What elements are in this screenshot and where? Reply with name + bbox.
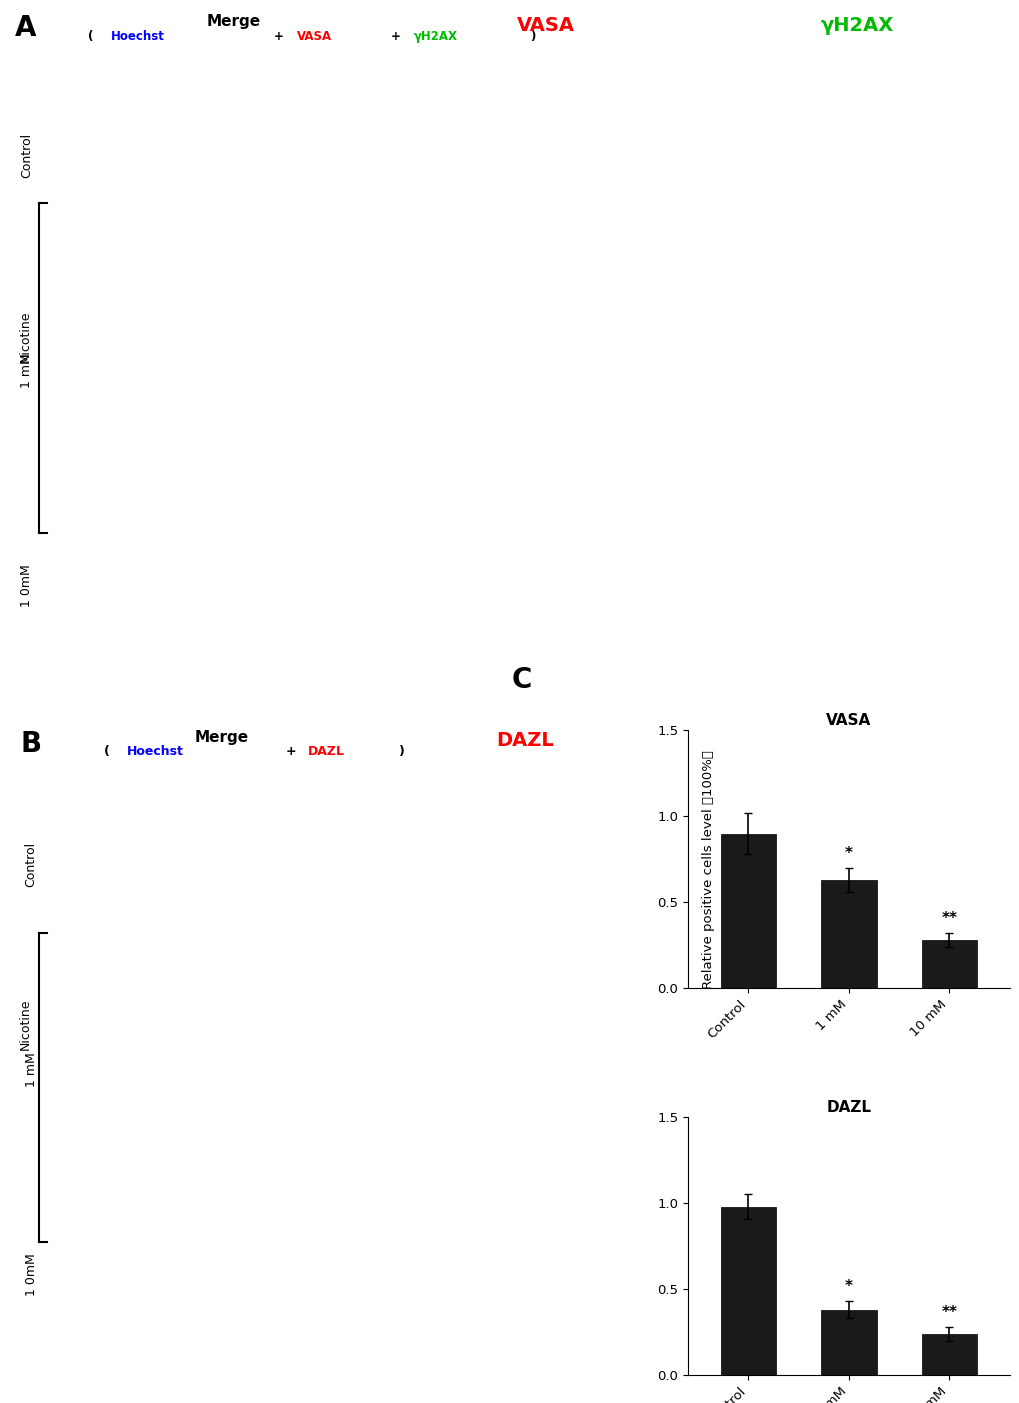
Text: ): ) [530,29,535,42]
Text: Nicotine: Nicotine [19,999,32,1049]
Bar [720,1207,775,1375]
Text: 50 μm: 50 μm [263,1141,289,1150]
Text: +: + [390,29,399,42]
Text: Merge: Merge [195,731,249,745]
Bar [921,1334,976,1375]
Text: VASA: VASA [517,15,574,35]
Text: +: + [285,745,296,758]
Bar [820,1309,875,1375]
Text: DAZL: DAZL [495,731,553,751]
Text: **: ** [941,1305,957,1320]
Text: Control: Control [24,842,38,888]
Text: VASA: VASA [297,29,332,42]
Text: 50 μm: 50 μm [288,446,315,455]
Text: Hoechst: Hoechst [111,29,165,42]
Text: 50 μm: 50 μm [263,1345,289,1355]
Text: (: ( [88,29,93,42]
Text: 1 mM: 1 mM [24,1052,38,1087]
Title: VASA: VASA [825,713,870,728]
Text: 50 μm: 50 μm [288,661,315,669]
Bar [820,880,875,988]
Text: B: B [20,731,41,759]
Bar [921,940,976,988]
Text: Nicotine: Nicotine [19,311,32,362]
Text: 50 μm: 50 μm [263,936,289,946]
Text: Control: Control [20,133,34,178]
Text: *: * [844,1280,852,1294]
Text: 1 0mM: 1 0mM [24,1253,38,1296]
Text: C: C [511,666,531,694]
Text: 1 0mM: 1 0mM [20,564,34,606]
Text: Relative positive cells level （100%）: Relative positive cells level （100%） [702,751,714,989]
Text: 50 μm: 50 μm [288,230,315,240]
Title: DAZL: DAZL [825,1100,870,1114]
Text: 1 mM: 1 mM [20,354,34,387]
Text: A: A [14,14,36,42]
Text: **: ** [941,912,957,926]
Text: *: * [844,846,852,861]
Text: Hoechst: Hoechst [126,745,183,758]
Text: ): ) [398,745,404,758]
Text: +: + [274,29,283,42]
Text: γH2AX: γH2AX [820,15,894,35]
Text: DAZL: DAZL [308,745,344,758]
Text: Merge: Merge [207,14,261,29]
Text: (: ( [104,745,110,758]
Text: γH2AX: γH2AX [414,29,458,42]
Bar [720,833,775,988]
